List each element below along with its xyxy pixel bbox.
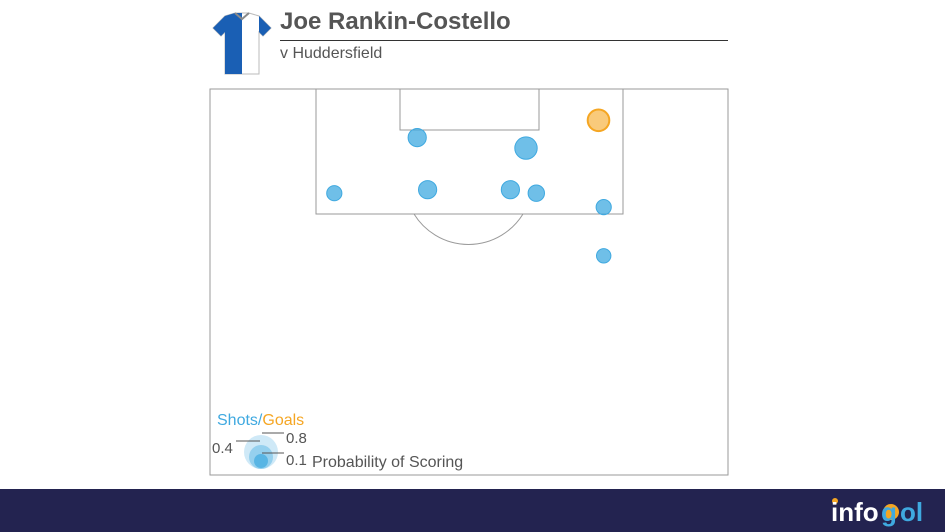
shots-layer xyxy=(326,108,612,264)
shot-marker xyxy=(514,136,538,160)
shot-marker xyxy=(418,180,438,200)
legend-bubble-small xyxy=(254,454,268,468)
svg-text:info: info xyxy=(831,497,879,527)
shot-marker xyxy=(326,185,343,202)
legend-value-mid: 0.4 xyxy=(212,440,233,457)
shot-marker xyxy=(500,180,520,200)
shot-map xyxy=(209,88,729,476)
shot-marker xyxy=(596,248,612,264)
opponent-label: v Huddersfield xyxy=(280,45,383,62)
goal-marker xyxy=(586,108,611,133)
legend-caption: Probability of Scoring xyxy=(312,454,464,471)
footer-bar: info ol g xyxy=(0,489,945,532)
shot-marker xyxy=(407,128,427,148)
legend-bubble-large xyxy=(244,435,278,469)
legend-goals-label: Goals xyxy=(262,412,305,429)
legend-bubbles xyxy=(236,432,284,469)
six-yard-box xyxy=(399,88,540,131)
shot-marker xyxy=(527,184,545,202)
legend-title: Shots/Goals xyxy=(217,412,304,430)
pitch-markings xyxy=(209,88,729,476)
shot-marker xyxy=(595,199,612,216)
legend-value-large: 0.8 xyxy=(286,430,307,447)
legend-value-small: 0.1 xyxy=(286,452,307,469)
legend-shots-label: Shots xyxy=(217,412,258,429)
svg-text:ol: ol xyxy=(900,497,923,527)
team-jersey-icon xyxy=(212,12,272,75)
penalty-area xyxy=(315,88,624,215)
infogol-logo-icon: info ol g xyxy=(831,497,923,527)
legend-separator: / xyxy=(257,412,263,429)
title-divider xyxy=(280,40,728,41)
player-name: Joe Rankin-Costello xyxy=(280,8,511,35)
svg-text:g: g xyxy=(881,497,897,527)
penalty-arc xyxy=(413,213,524,245)
